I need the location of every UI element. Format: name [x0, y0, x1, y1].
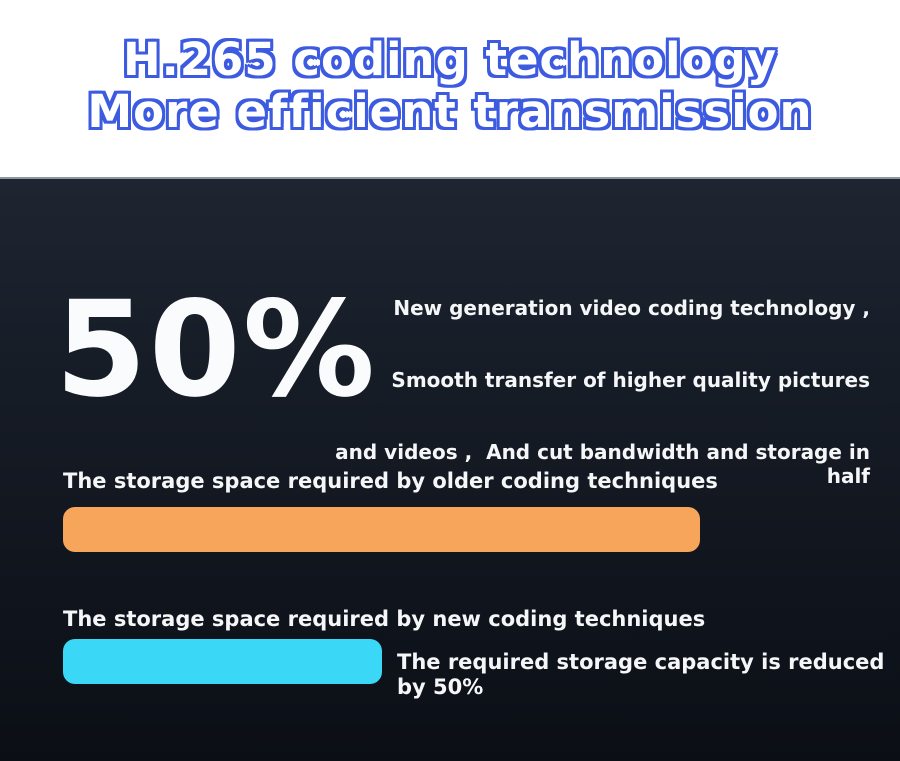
header: H.265 coding technology More efficient t… — [0, 0, 900, 177]
intro-line-1: New generation video coding technology , — [393, 296, 870, 320]
page-title-line-1: H.265 coding technology — [122, 33, 778, 86]
intro-line-3: and videos , And cut bandwidth and stora… — [335, 440, 870, 488]
bar-old-coding — [63, 507, 700, 552]
bar-label-old-coding: The storage space required by older codi… — [63, 469, 718, 493]
highlight-50-percent: 50% — [55, 273, 377, 427]
page-title-line-2: More efficient transmission — [87, 85, 813, 138]
bar-new-coding — [63, 639, 382, 684]
bar-label-new-coding: The storage space required by new coding… — [63, 607, 706, 631]
bar-annotation: The required storage capacity is reduced… — [397, 650, 885, 699]
intro-text: New generation video coding technology ,… — [310, 248, 870, 536]
intro-line-2: Smooth transfer of higher quality pictur… — [391, 368, 870, 392]
